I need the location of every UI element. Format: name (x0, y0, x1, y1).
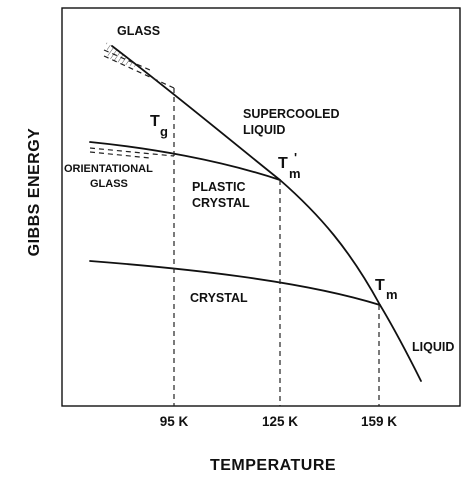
tm-sub: m (386, 287, 398, 302)
liquid-curve (111, 45, 422, 382)
label-orientational: ORIENTATIONAL (64, 163, 153, 175)
label-glass: GLASS (117, 24, 160, 38)
label-supercooled: SUPERCOOLED (243, 107, 340, 121)
label-liquid: LIQUID (412, 340, 454, 354)
plot-frame (61, 7, 461, 407)
orientational-glass-line-dashed-2 (89, 151, 151, 159)
tg-main: T (150, 113, 160, 130)
label-crystal: CRYSTAL (190, 291, 248, 305)
tm-main: T (375, 277, 385, 294)
tm-prime-mark: ' (294, 150, 297, 165)
tm-prime-main: T (278, 155, 288, 172)
x-axis-title: TEMPERATURE (210, 457, 336, 474)
label-orientational-glass: GLASS (90, 178, 128, 190)
label-tg: T g (150, 113, 168, 139)
y-axis-title: GIBBS ENERGY (26, 128, 43, 257)
tg-sub: g (160, 124, 168, 139)
crystal-curve (89, 260, 381, 306)
plastic-crystal-curve (89, 141, 281, 181)
tick-95k: 95 K (160, 414, 189, 429)
label-tm-prime: T m ' (278, 150, 301, 181)
label-liquid-sc: LIQUID (243, 123, 285, 137)
tick-125k: 125 K (262, 414, 298, 429)
tick-159k: 159 K (361, 414, 397, 429)
tm-prime-sub: m (289, 166, 301, 181)
label-plastic-crystal: CRYSTAL (192, 196, 250, 210)
label-tm: T m (375, 277, 398, 302)
glass-line-dashed (103, 55, 175, 89)
label-plastic: PLASTIC (192, 180, 245, 194)
